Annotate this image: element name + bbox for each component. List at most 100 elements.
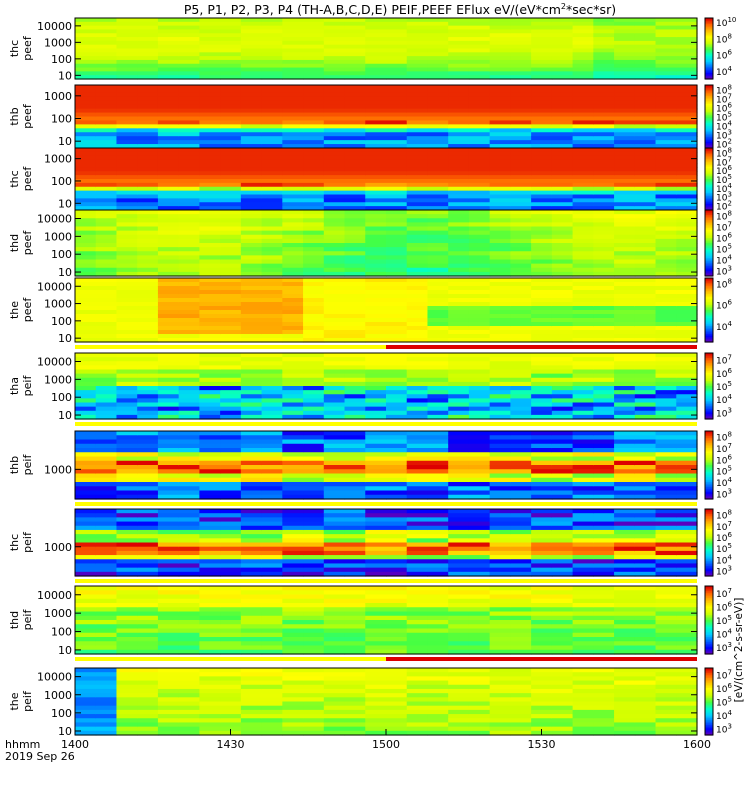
- heatmap-cell: [427, 390, 449, 395]
- colorbar-segment: [705, 252, 713, 256]
- heatmap-cell: [75, 525, 97, 531]
- heatmap-cell: [344, 132, 366, 137]
- heatmap-cell: [95, 494, 118, 500]
- heatmap-cell: [75, 357, 97, 362]
- heatmap-cell: [95, 649, 118, 655]
- heatmap-cell: [178, 186, 200, 192]
- heatmap-cell: [116, 398, 138, 404]
- colorbar-segment: [705, 136, 713, 140]
- heatmap-cell: [551, 33, 574, 38]
- heatmap-cell: [178, 538, 200, 544]
- heatmap-cell: [220, 361, 242, 366]
- heatmap-cell: [282, 381, 304, 387]
- heatmap-cell: [531, 398, 553, 404]
- heatmap-cell: [406, 33, 429, 38]
- heatmap-cell: [303, 431, 325, 436]
- heatmap-cell: [448, 377, 470, 383]
- heatmap-cell: [365, 190, 387, 196]
- heatmap-cell: [655, 194, 677, 199]
- heatmap-cell: [75, 198, 97, 203]
- heatmap-cell: [634, 473, 657, 479]
- heatmap-cell: [344, 513, 366, 518]
- heatmap-cell: [282, 637, 304, 642]
- heatmap-cell: [323, 44, 346, 50]
- heatmap-cell: [261, 29, 283, 34]
- heatmap-cell: [303, 559, 325, 565]
- heatmap-cell: [634, 75, 657, 80]
- heatmap-cell: [634, 361, 657, 366]
- heatmap-cell: [489, 298, 511, 303]
- heatmap-cell: [468, 373, 491, 379]
- heatmap-cell: [157, 590, 180, 596]
- heatmap-cell: [427, 611, 449, 617]
- y-axis-label-instrument: peif: [21, 609, 34, 631]
- heatmap-cell: [199, 218, 221, 223]
- heatmap-cell: [178, 357, 200, 362]
- heatmap-cell: [427, 40, 449, 46]
- heatmap-cell: [468, 52, 491, 57]
- heatmap-cell: [240, 314, 263, 319]
- heatmap-cell: [468, 71, 491, 76]
- heatmap-cell: [551, 620, 574, 625]
- heatmap-cell: [614, 271, 636, 277]
- heatmap-cell: [75, 230, 97, 236]
- heatmap-cell: [531, 637, 553, 642]
- heatmap-cell: [323, 353, 346, 358]
- heatmap-cell: [157, 624, 180, 630]
- heatmap-cell: [634, 377, 657, 383]
- heatmap-cell: [240, 414, 263, 420]
- heatmap-cell: [365, 645, 387, 651]
- heatmap-cell: [344, 179, 366, 184]
- heatmap-cell: [406, 190, 429, 196]
- colorbar-segment: [705, 261, 713, 264]
- heatmap-cell: [468, 25, 491, 31]
- heatmap-cell: [261, 546, 283, 552]
- colorbar-segment: [705, 409, 713, 412]
- heatmap-cell: [531, 238, 553, 244]
- heatmap-cell: [448, 414, 470, 420]
- colorbar-segment: [705, 520, 713, 523]
- heatmap-cell: [344, 394, 366, 399]
- heatmap-cell: [531, 517, 553, 523]
- heatmap-cell: [510, 63, 532, 69]
- heatmap-cell: [137, 705, 159, 711]
- colorbar-segment: [705, 608, 713, 611]
- heatmap-cell: [116, 255, 138, 261]
- heatmap-cell: [95, 377, 118, 383]
- heatmap-cell: [427, 59, 449, 65]
- heatmap-cell: [551, 624, 574, 630]
- heatmap-cell: [240, 104, 263, 110]
- heatmap-cell: [551, 649, 574, 655]
- heatmap-cell: [676, 628, 698, 634]
- heatmap-cell: [240, 259, 263, 265]
- heatmap-cell: [220, 194, 242, 199]
- colorbar-segment: [705, 614, 713, 618]
- heatmap-cell: [178, 210, 200, 215]
- heatmap-cell: [365, 120, 387, 125]
- heatmap-cell: [406, 259, 429, 265]
- heatmap-cell: [551, 202, 574, 207]
- heatmap-cell: [95, 44, 118, 50]
- heatmap-cell: [116, 294, 138, 299]
- heatmap-cell: [220, 48, 242, 53]
- heatmap-cell: [614, 330, 636, 335]
- colorbar-segment: [705, 310, 713, 313]
- heatmap-cell: [634, 559, 657, 565]
- heatmap-cell: [634, 590, 657, 596]
- heatmap-cell: [323, 452, 346, 458]
- heatmap-cell: [116, 529, 138, 535]
- heatmap-cell: [95, 194, 118, 199]
- heatmap-cell: [448, 357, 470, 362]
- heatmap-cell: [303, 624, 325, 630]
- heatmap-cell: [365, 443, 387, 449]
- heatmap-cell: [75, 594, 97, 600]
- heatmap-cell: [634, 278, 657, 283]
- heatmap-cell: [261, 214, 283, 219]
- heatmap-cell: [489, 243, 511, 248]
- heatmap-cell: [427, 494, 449, 500]
- heatmap-cell: [178, 390, 200, 395]
- heatmap-cell: [323, 443, 346, 449]
- heatmap-cell: [427, 365, 449, 371]
- colorbar-segment: [705, 297, 713, 300]
- heatmap-cell: [116, 310, 138, 315]
